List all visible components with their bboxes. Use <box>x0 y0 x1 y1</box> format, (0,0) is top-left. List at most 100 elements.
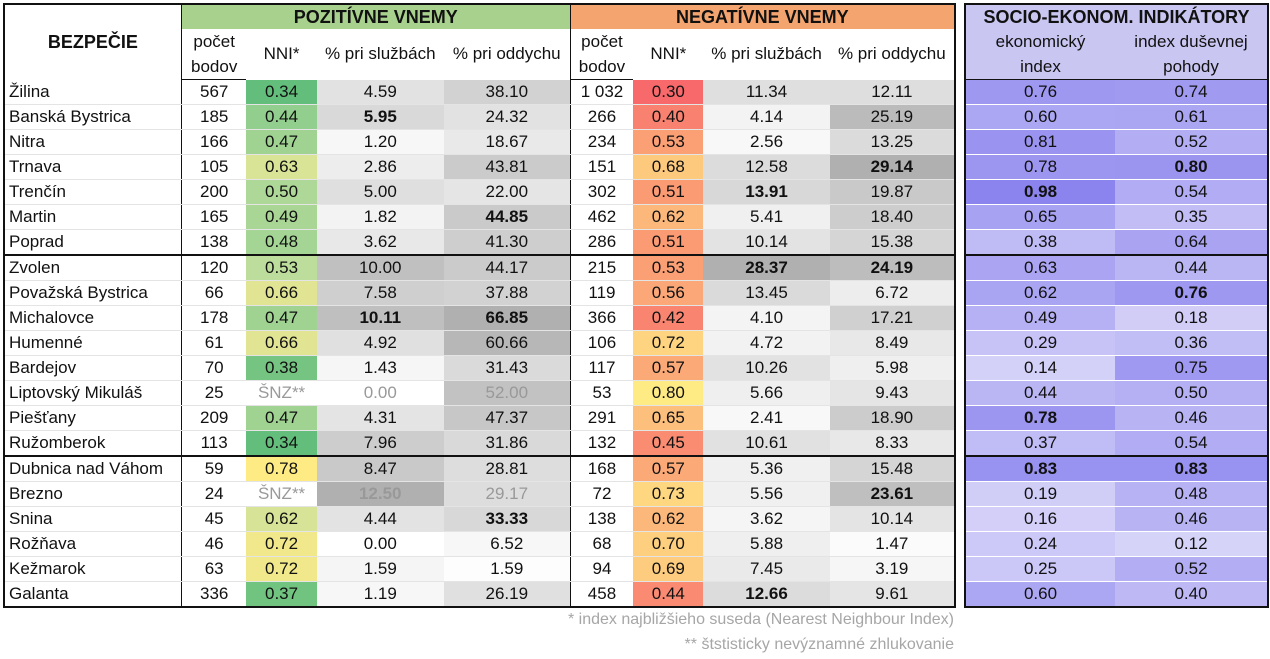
neg-nni-cell: 0.62 <box>633 204 704 230</box>
city-cell: Poprad <box>4 229 182 256</box>
pos-nni-cell: ŠNZ** <box>246 380 317 406</box>
pos-services-cell: 4.59 <box>316 79 444 105</box>
neg-count-cell: 168 <box>570 455 634 482</box>
pos-leisure-cell: 31.43 <box>443 355 571 381</box>
neg-count-cell: 68 <box>570 531 634 557</box>
wellbeing-index-cell: 0.46 <box>1115 405 1269 431</box>
table-row: Kežmarok 63 0.72 1.59 1.59 94 0.69 7.45 3.19 <box>4 556 955 582</box>
city-cell: Rožňava <box>4 531 182 557</box>
city-cell: Martin <box>4 204 182 230</box>
city-cell: Ružomberok <box>4 430 182 457</box>
pos-services-cell: 4.44 <box>316 506 444 532</box>
neg-nni-cell: 0.51 <box>633 179 704 205</box>
pos-leisure-header: % pri oddychu <box>443 29 571 80</box>
neg-count-cell: 132 <box>570 430 634 457</box>
pos-count-cell: 25 <box>181 380 247 406</box>
neg-nni-cell: 0.56 <box>633 280 704 306</box>
neg-count-cell: 53 <box>570 380 634 406</box>
table-row: 0.49 0.18 <box>965 305 1269 331</box>
econ-index-cell: 0.65 <box>965 204 1115 230</box>
pos-nni-cell: 0.34 <box>246 79 317 105</box>
neg-count-cell: 138 <box>570 506 634 532</box>
city-cell: Banská Bystrica <box>4 104 182 130</box>
pos-nni-cell: ŠNZ** <box>246 481 317 507</box>
pos-count-cell: 61 <box>181 330 247 356</box>
table-row: 0.29 0.36 <box>965 330 1269 356</box>
neg-nni-cell: 0.30 <box>633 79 704 105</box>
city-cell: Liptovský Mikuláš <box>4 380 182 406</box>
neg-nni-cell: 0.51 <box>633 229 704 256</box>
wellbeing-index-cell: 0.80 <box>1115 154 1269 180</box>
econ-index-cell: 0.81 <box>965 129 1115 155</box>
neg-services-cell: 28.37 <box>703 254 830 281</box>
table-row: Galanta 336 0.37 1.19 26.19 458 0.44 12.66 9.61 <box>4 581 955 608</box>
neg-nni-cell: 0.68 <box>633 154 704 180</box>
econ-index-cell: 0.49 <box>965 305 1115 331</box>
econ-index-cell: 0.76 <box>965 79 1115 105</box>
pos-count-cell: 45 <box>181 506 247 532</box>
table-row: 0.44 0.50 <box>965 380 1269 406</box>
pos-services-cell: 8.47 <box>316 455 444 482</box>
neg-leisure-cell: 8.33 <box>829 430 955 457</box>
wellbeing-index-cell: 0.83 <box>1115 455 1269 482</box>
wellbeing-index-cell: 0.44 <box>1115 254 1269 281</box>
neg-services-cell: 3.62 <box>703 506 830 532</box>
pos-leisure-cell: 44.17 <box>443 254 571 281</box>
table-row: 0.19 0.48 <box>965 481 1269 507</box>
footnote-snz: ** štstisticky nevýznamné zhlukovanie <box>684 636 954 653</box>
neg-nni-cell: 0.62 <box>633 506 704 532</box>
table-row: Martin 165 0.49 1.82 44.85 462 0.62 5.41 18.40 <box>4 204 955 230</box>
table-title: BEZPEČIE <box>4 4 182 80</box>
pos-nni-cell: 0.47 <box>246 405 317 431</box>
city-cell: Galanta <box>4 581 182 608</box>
positive-group-header: POZITÍVNE VNEMY <box>181 4 571 29</box>
pos-leisure-cell: 26.19 <box>443 581 571 608</box>
table-row: 0.37 0.54 <box>965 430 1269 457</box>
wellbeing-index-cell: 0.54 <box>1115 179 1269 205</box>
table-row: Žilina 567 0.34 4.59 38.10 1 032 0.30 11.34 12.1… <box>4 79 955 105</box>
pos-nni-cell: 0.63 <box>246 154 317 180</box>
neg-services-cell: 4.72 <box>703 330 830 356</box>
econ-index-cell: 0.25 <box>965 556 1115 582</box>
pos-leisure-cell: 38.10 <box>443 79 571 105</box>
wellbeing-index-cell: 0.76 <box>1115 280 1269 306</box>
pos-count-cell: 165 <box>181 204 247 230</box>
table-row: Snina 45 0.62 4.44 33.33 138 0.62 3.62 10.14 <box>4 506 955 532</box>
neg-leisure-cell: 15.38 <box>829 229 955 256</box>
pos-nni-cell: 0.50 <box>246 179 317 205</box>
pos-services-cell: 5.95 <box>316 104 444 130</box>
pos-services-cell: 7.58 <box>316 280 444 306</box>
neg-services-cell: 12.66 <box>703 581 830 608</box>
neg-nni-cell: 0.42 <box>633 305 704 331</box>
pos-count-header-bottom: bodov <box>181 54 247 80</box>
neg-count-cell: 215 <box>570 254 634 281</box>
city-cell: Zvolen <box>4 254 182 281</box>
negative-group-header: NEGATÍVNE VNEMY <box>570 4 955 29</box>
neg-services-cell: 2.41 <box>703 405 830 431</box>
city-cell: Bardejov <box>4 355 182 381</box>
pos-count-cell: 200 <box>181 179 247 205</box>
econ-index-cell: 0.29 <box>965 330 1115 356</box>
pos-leisure-cell: 52.00 <box>443 380 571 406</box>
neg-services-cell: 12.58 <box>703 154 830 180</box>
neg-leisure-cell: 5.98 <box>829 355 955 381</box>
safety-table: BEZPEČIE POZITÍVNE VNEMY NEGATÍVNE VNEMY… <box>3 3 956 608</box>
wellbeing-index-cell: 0.74 <box>1115 79 1269 105</box>
pos-services-cell: 12.50 <box>316 481 444 507</box>
city-cell: Trenčín <box>4 179 182 205</box>
pos-leisure-cell: 29.17 <box>443 481 571 507</box>
wellbeing-index-cell: 0.12 <box>1115 531 1269 557</box>
neg-nni-cell: 0.73 <box>633 481 704 507</box>
econ-index-cell: 0.60 <box>965 581 1115 608</box>
neg-count-cell: 94 <box>570 556 634 582</box>
econ-index-cell: 0.16 <box>965 506 1115 532</box>
pos-services-cell: 5.00 <box>316 179 444 205</box>
pos-leisure-cell: 66.85 <box>443 305 571 331</box>
neg-services-cell: 10.14 <box>703 229 830 256</box>
table-row: Piešťany 209 0.47 4.31 47.37 291 0.65 2.41 18.90 <box>4 405 955 431</box>
econ-index-cell: 0.24 <box>965 531 1115 557</box>
wellbeing-index-cell: 0.61 <box>1115 104 1269 130</box>
neg-services-cell: 4.10 <box>703 305 830 331</box>
table-row: Zvolen 120 0.53 10.00 44.17 215 0.53 28.37 24.19 <box>4 254 955 281</box>
pos-count-cell: 567 <box>181 79 247 105</box>
